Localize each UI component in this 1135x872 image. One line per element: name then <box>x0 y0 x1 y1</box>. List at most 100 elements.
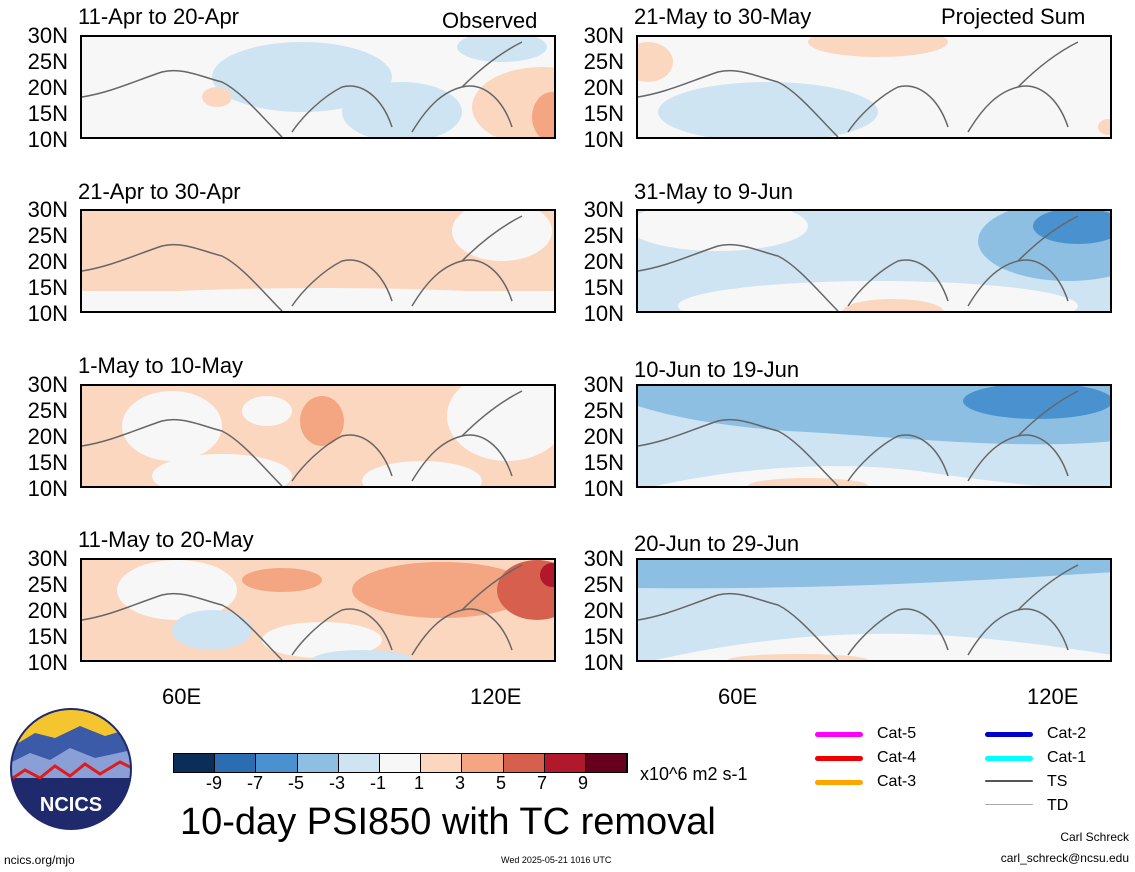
lat-label: 10N <box>583 127 624 152</box>
colorbar-label: 7 <box>536 773 547 793</box>
colorbar-swatch <box>338 754 380 772</box>
lat-label: 15N <box>27 624 68 649</box>
colorbar-swatch <box>421 754 463 772</box>
footer-author: Carl Schreck <box>1060 830 1129 844</box>
lat-label: 10N <box>583 476 624 501</box>
colorbar-swatch <box>544 754 586 772</box>
footer-email[interactable]: carl_schreck@ncsu.edu <box>1000 851 1129 865</box>
legend-swatch-cat-4 <box>815 756 863 761</box>
map-panel-right-1 <box>636 35 1112 139</box>
lon-label-left-120e: 120E <box>470 684 522 709</box>
colorbar-swatch <box>585 754 628 772</box>
legend-swatch-cat-5 <box>815 732 863 737</box>
colorbar-label: 5 <box>495 773 506 793</box>
lat-label: 10N <box>583 301 624 326</box>
lat-label: 10N <box>27 301 68 326</box>
main-title: 10-day PSI850 with TC removal <box>180 801 716 843</box>
observed-tag: Observed <box>442 8 538 33</box>
colorbar-label: -7 <box>246 773 263 793</box>
panel-title-right-4: 20-Jun to 29-Jun <box>634 531 800 556</box>
map-panel-right-3 <box>636 384 1112 488</box>
legend-label-cat-1: Cat-1 <box>1047 749 1087 766</box>
lat-label: 15N <box>583 101 624 126</box>
colorbar-swatch <box>462 754 504 772</box>
lat-label: 30N <box>583 546 624 571</box>
ncics-logo-graphic: NCICS <box>10 708 132 830</box>
footer-url[interactable]: ncics.org/mjo <box>4 853 75 867</box>
colorbar-units: x10^6 m2 s-1 <box>640 764 748 784</box>
map-panel-right-4 <box>636 558 1112 662</box>
colorbar-swatch <box>174 754 216 772</box>
lat-label: 10N <box>583 650 624 675</box>
lat-label: 15N <box>583 624 624 649</box>
lat-label: 25N <box>583 572 624 597</box>
panel-title-left-2: 21-Apr to 30-Apr <box>78 179 241 204</box>
lat-label: 25N <box>583 223 624 248</box>
colorbar-swatch <box>215 754 257 772</box>
legend-swatch-cat-2 <box>985 732 1033 737</box>
lat-label: 20N <box>27 249 68 274</box>
map-panel-right-2 <box>636 209 1112 313</box>
colorbar-label: 1 <box>413 773 424 793</box>
logo-text: NCICS <box>40 794 102 816</box>
panel-title-right-2: 31-May to 9-Jun <box>634 179 793 204</box>
lat-label: 15N <box>583 275 624 300</box>
footer-timestamp: Wed 2025-05-21 1016 UTC <box>501 855 612 865</box>
colorbar-label: -1 <box>369 773 386 793</box>
colorbar-label: 9 <box>577 773 588 793</box>
lat-label: 20N <box>27 75 68 100</box>
lat-label: 15N <box>27 275 68 300</box>
panel-title-left-4: 11-May to 20-May <box>78 527 254 552</box>
lat-label: 20N <box>27 424 68 449</box>
panel-title-left-3: 1-May to 10-May <box>78 353 244 378</box>
lat-label: 30N <box>27 197 68 222</box>
legend-swatch-cat-3 <box>815 780 863 785</box>
colorbar-swatch <box>379 754 422 772</box>
colorbar-label: -3 <box>328 773 345 793</box>
map-panel-left-2 <box>80 209 556 313</box>
legend-label-cat-2: Cat-2 <box>1047 725 1087 742</box>
lat-label: 10N <box>27 127 68 152</box>
lat-label: 25N <box>27 223 68 248</box>
lat-label: 25N <box>27 398 68 423</box>
map-panel-left-3 <box>80 384 556 488</box>
colorbar-label: 3 <box>454 773 465 793</box>
panel-title-right-3: 10-Jun to 19-Jun <box>634 357 800 382</box>
map-panel-left-4 <box>80 558 556 662</box>
legend-swatch-td <box>985 804 1033 805</box>
lat-label: 20N <box>583 598 624 623</box>
lat-label: 15N <box>27 101 68 126</box>
lat-label: 10N <box>27 650 68 675</box>
lat-label: 30N <box>583 197 624 222</box>
lat-label: 25N <box>27 572 68 597</box>
colorbar-label: -5 <box>287 773 304 793</box>
lat-label: 30N <box>583 372 624 397</box>
lat-label: 25N <box>583 398 624 423</box>
colorbar-swatch <box>256 754 298 772</box>
colorbar <box>173 753 628 773</box>
legend-swatch-cat-1 <box>985 756 1033 761</box>
lat-label: 25N <box>583 49 624 74</box>
lat-label: 20N <box>583 424 624 449</box>
colorbar-label: -9 <box>205 773 222 793</box>
panel-title-right-1: 21-May to 30-May <box>634 4 812 29</box>
lat-label: 10N <box>27 476 68 501</box>
colorbar-swatch <box>297 754 339 772</box>
lat-label: 25N <box>27 49 68 74</box>
map-panel-left-1 <box>80 35 556 139</box>
lat-label: 15N <box>583 450 624 475</box>
colorbar-swatch <box>503 754 545 772</box>
lon-label-right-120e: 120E <box>1027 684 1079 709</box>
lat-label: 20N <box>583 75 624 100</box>
legend-label-ts: TS <box>1047 773 1068 790</box>
lat-label: 30N <box>27 23 68 48</box>
legend-label-cat-5: Cat-5 <box>877 725 917 742</box>
lat-label: 20N <box>27 598 68 623</box>
legend-label-td: TD <box>1047 797 1069 814</box>
ncics-logo: NCICS <box>10 708 132 830</box>
lat-label: 20N <box>583 249 624 274</box>
lat-label: 30N <box>583 23 624 48</box>
legend-swatch-ts <box>985 780 1033 782</box>
projected-tag: Projected Sum <box>941 4 1086 29</box>
panel-title-left-1: 11-Apr to 20-Apr <box>78 4 240 29</box>
